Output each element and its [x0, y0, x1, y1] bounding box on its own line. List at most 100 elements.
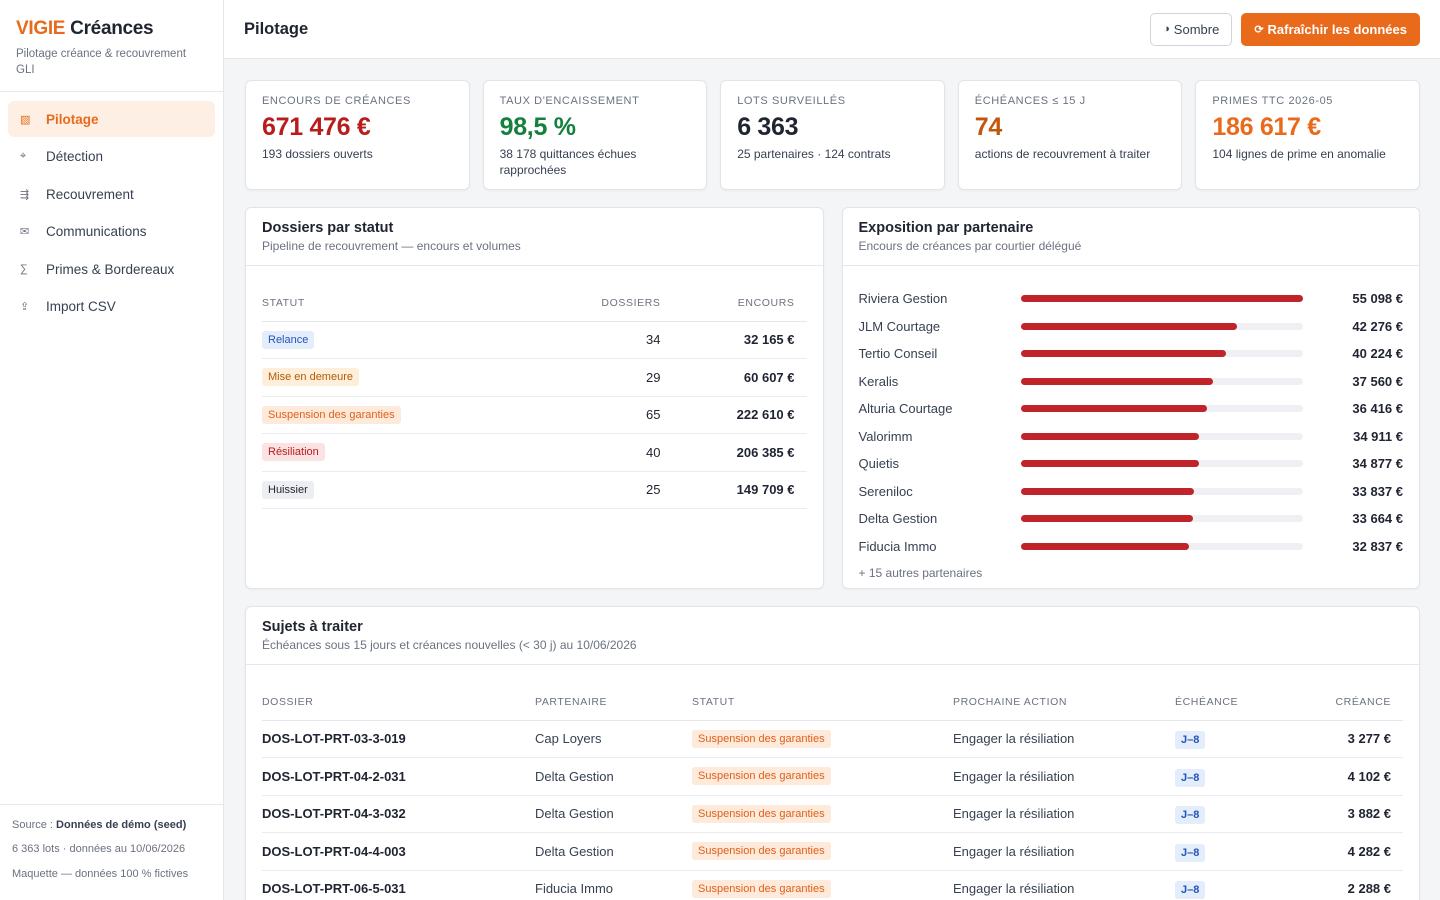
- exposure-bar: [1020, 460, 1199, 468]
- exposure-value: 55 098 €: [1352, 291, 1403, 307]
- kpi-card: Échéances ≤ 15 j 74 actions de recouvremen…: [957, 80, 1183, 190]
- count-cell: 40: [572, 433, 673, 472]
- due-cell: J–8: [1175, 720, 1275, 758]
- count-col-header: Dossiers: [572, 285, 673, 322]
- status-table-wrap: Statut Dossiers Encours Relance 34 32 165 …: [246, 266, 823, 509]
- kpi-label: Primes TTC 2026-05: [1212, 95, 1334, 107]
- kpi-value: 186 617 €: [1212, 113, 1321, 141]
- exposure-list: Riviera Gestion 55 098 € JLM Courtage 42 27…: [843, 266, 1420, 580]
- partner-row[interactable]: Keralis 37 560 €: [859, 368, 1404, 396]
- partner-cell: Cap Loyers: [535, 720, 692, 758]
- todo-card: Sujets à traiter Échéances sous 15 jours…: [245, 606, 1420, 900]
- amount-cell: 3 277 €: [1275, 720, 1403, 758]
- sidebar-item-5[interactable]: ⇪ Import CSV: [8, 289, 215, 325]
- refresh-button[interactable]: ⟳ Rafraîchir les données: [1241, 12, 1420, 46]
- sidebar-item-2[interactable]: ⇶ Recouvrement: [8, 176, 215, 212]
- status-table: Statut Dossiers Encours Relance 34 32 165 …: [262, 285, 807, 509]
- charts-row: Dossiers par statut Pipeline de recouvre…: [245, 207, 1420, 589]
- brand: VIGIE Créances Pilotage créance & recouv…: [0, 0, 223, 92]
- exposure-value: 40 224 €: [1352, 346, 1403, 362]
- status-badge: Huissier: [262, 480, 314, 499]
- status-badge: Suspension des garanties: [262, 405, 401, 424]
- partner-cell: Delta Gestion: [535, 795, 692, 833]
- todo-table: Dossier Partenaire Statut Prochaine acti…: [262, 684, 1403, 900]
- status-cell: Suspension des garanties: [692, 757, 953, 796]
- status-cell: Suspension des garanties: [692, 832, 953, 871]
- dossier-cell[interactable]: DOS-LOT-PRT-03-3-019: [262, 720, 535, 758]
- exposure-bar-track: [1020, 405, 1303, 413]
- table-row[interactable]: DOS-LOT-PRT-03-3-019 Cap Loyers Suspension…: [262, 720, 1403, 758]
- partner-row[interactable]: Fiducia Immo 32 837 €: [859, 533, 1404, 561]
- due-badge: J–8: [1175, 806, 1206, 825]
- status-badge: Suspension des garanties: [692, 729, 831, 748]
- table-row[interactable]: Mise en demeure 29 60 607 €: [262, 358, 807, 397]
- dossier-cell[interactable]: DOS-LOT-PRT-04-2-031: [262, 757, 535, 796]
- partner-row[interactable]: Tertio Conseil 40 224 €: [859, 340, 1404, 368]
- exposure-value: 36 416 €: [1352, 401, 1403, 417]
- amount-cell: 206 385 €: [672, 433, 807, 472]
- partner-row[interactable]: Riviera Gestion 55 098 €: [859, 285, 1404, 313]
- table-row[interactable]: DOS-LOT-PRT-06-5-031 Fiducia Immo Suspensi…: [262, 870, 1403, 900]
- status-col-header: Statut: [262, 285, 573, 322]
- due-cell: J–8: [1175, 832, 1275, 871]
- dossier-cell[interactable]: DOS-LOT-PRT-04-4-003: [262, 832, 535, 871]
- partner-name: Fiducia Immo: [858, 538, 937, 554]
- exposure-card-title: Exposition par partenaire: [858, 220, 1034, 236]
- due-col-header: Échéance: [1175, 684, 1275, 721]
- table-row[interactable]: DOS-LOT-PRT-04-4-003 Delta Gestion Suspens…: [262, 832, 1403, 871]
- table-row[interactable]: Relance 34 32 165 €: [262, 321, 807, 359]
- brand-accent: VIGIE: [16, 18, 66, 39]
- kpi-subtext: 25 partenaires · 124 contrats: [737, 147, 891, 161]
- sidebar-item-1[interactable]: ⌖ Détection: [8, 139, 215, 175]
- brand-title[interactable]: VIGIE Créances: [16, 18, 207, 40]
- table-row[interactable]: Huissier 25 149 709 €: [262, 471, 807, 509]
- status-card-header: Dossiers par statut Pipeline de recouvre…: [246, 208, 823, 266]
- status-cell: Résiliation: [262, 433, 573, 472]
- dark-mode-label: Sombre: [1173, 21, 1220, 37]
- target-icon: ⌖: [20, 150, 27, 162]
- source-line: Source : Données de démo (seed): [12, 819, 211, 844]
- exposure-card: Exposition par partenaire Encours de cré…: [841, 207, 1420, 589]
- status-badge: Suspension des garanties: [692, 842, 831, 861]
- exposure-bar-track: [1020, 322, 1303, 330]
- exposure-bar: [1020, 432, 1200, 440]
- partner-row[interactable]: JLM Courtage 42 276 €: [859, 313, 1404, 341]
- kpi-value: 98,5 %: [499, 113, 576, 141]
- exposure-card-header: Exposition par partenaire Encours de cré…: [842, 208, 1419, 266]
- due-badge: J–8: [1175, 731, 1206, 750]
- refresh-label: Rafraîchir les données: [1267, 21, 1407, 37]
- amount-cell: 60 607 €: [672, 358, 807, 397]
- status-badge: Suspension des garanties: [692, 804, 831, 823]
- exposure-bar: [1020, 515, 1193, 523]
- count-cell: 25: [572, 471, 673, 509]
- partner-col-header: Partenaire: [535, 684, 692, 721]
- sidebar-item-4[interactable]: ∑ Primes & Bordereaux: [8, 251, 215, 287]
- partner-row[interactable]: Quietis 34 877 €: [859, 450, 1404, 478]
- mail-icon: ✉: [20, 226, 30, 238]
- dossier-cell[interactable]: DOS-LOT-PRT-06-5-031: [262, 870, 535, 900]
- table-row[interactable]: Résiliation 40 206 385 €: [262, 433, 807, 472]
- dossier-cell[interactable]: DOS-LOT-PRT-04-3-032: [262, 795, 535, 833]
- kpi-row: Encours de créances 671 476 € 193 dossiers…: [245, 80, 1420, 190]
- partner-row[interactable]: Valorimm 34 911 €: [859, 423, 1404, 451]
- dark-mode-button[interactable]: ◑ Sombre: [1150, 12, 1233, 46]
- sidebar-item-0[interactable]: ▧ Pilotage: [8, 101, 215, 137]
- sidebar-item-3[interactable]: ✉ Communications: [8, 214, 215, 250]
- exposure-value: 42 276 €: [1352, 318, 1403, 334]
- sidebar-item-label: Communications: [46, 224, 147, 239]
- amount-col-header: Encours: [672, 285, 807, 322]
- partner-row[interactable]: Delta Gestion 33 664 €: [859, 505, 1404, 533]
- partner-row[interactable]: Alturia Courtage 36 416 €: [859, 395, 1404, 423]
- page-title: Pilotage: [244, 19, 309, 38]
- contrast-icon: ◑: [1163, 23, 1170, 35]
- status-badge: Suspension des garanties: [692, 767, 831, 786]
- kpi-card: Lots surveillés 6 363 25 partenaires · 124…: [720, 80, 945, 190]
- more-partners-link[interactable]: + 15 autres partenaires: [858, 566, 983, 580]
- sum-icon: ∑: [20, 263, 28, 275]
- table-row[interactable]: DOS-LOT-PRT-04-2-031 Delta Gestion Suspens…: [262, 757, 1403, 796]
- partner-row[interactable]: Sereniloc 33 837 €: [859, 478, 1404, 506]
- exposure-value: 33 837 €: [1352, 483, 1403, 499]
- table-row[interactable]: DOS-LOT-PRT-04-3-032 Delta Gestion Suspens…: [262, 795, 1403, 833]
- table-row[interactable]: Suspension des garanties 65 222 610 €: [262, 396, 807, 434]
- amount-cell: 3 882 €: [1275, 795, 1403, 833]
